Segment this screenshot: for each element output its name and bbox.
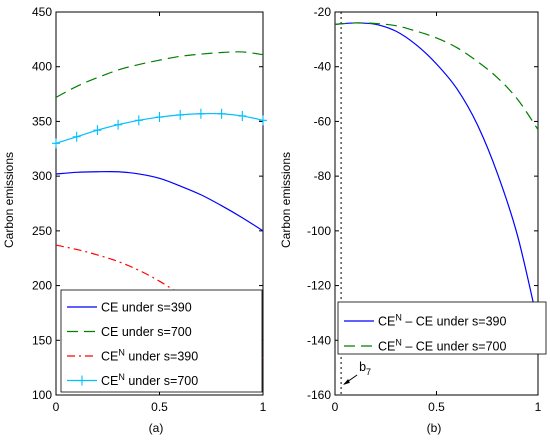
y-tick-label: -100 xyxy=(307,224,331,238)
legend-box xyxy=(337,301,547,355)
panel-a-legend: CE under s=390 CE under s=700 CEN under s=… xyxy=(60,289,263,393)
y-tick-label: -60 xyxy=(314,114,332,128)
panel-a-label: (a) xyxy=(149,421,164,435)
y-tick-label: -20 xyxy=(314,5,332,19)
panel-b: Carbon emissions 0 0.5 1 -160 -140 -120 -100 -8… xyxy=(279,5,547,435)
panel-a-plot-area: 0 0.5 1 100 150 200 250 300 350 400 450 CE under s=… xyxy=(32,5,267,414)
panel-a-ylabel: Carbon emissions xyxy=(2,152,16,248)
legend-entry-2: CEN – CE under s=700 xyxy=(378,338,507,354)
x-tick-label: 1 xyxy=(260,400,267,414)
series-line-2 xyxy=(55,51,264,98)
panel-b-legend: CEN – CE under s=390 CEN – CE under s=700 xyxy=(337,301,547,355)
series-point xyxy=(259,115,267,126)
b7-arrowhead xyxy=(343,379,350,385)
legend-entry-1: CE under s=390 xyxy=(101,301,192,315)
series-point xyxy=(72,131,81,142)
y-tick-label: 350 xyxy=(32,114,52,128)
y-tick-label: 400 xyxy=(32,60,52,74)
x-tick-label: 1 xyxy=(535,400,542,414)
y-tick-label: -40 xyxy=(314,60,332,74)
y-tick-label: 100 xyxy=(32,388,52,402)
b7-label: b7 xyxy=(359,360,371,377)
series-point xyxy=(155,112,164,123)
x-tick-label: 0.5 xyxy=(151,400,168,414)
panel-b-ylabel: Carbon emissions xyxy=(279,152,293,248)
x-tick-label: 0 xyxy=(53,400,60,414)
y-tick-label: 300 xyxy=(32,169,52,183)
y-tick-label: 250 xyxy=(32,224,52,238)
legend-entry-1: CEN – CE under s=390 xyxy=(378,313,507,329)
legend-entry-3: CEN under s=390 xyxy=(101,348,198,364)
legend-entry-4: CEN under s=700 xyxy=(101,372,198,388)
legend-entry-2: CE under s=700 xyxy=(101,325,192,339)
series-point xyxy=(176,109,185,120)
series-point xyxy=(93,125,102,136)
series-point xyxy=(238,110,247,121)
y-tick-label: 450 xyxy=(32,5,52,19)
x-tick-label: 0 xyxy=(332,400,339,414)
series-point xyxy=(134,115,143,126)
legend-marker xyxy=(78,375,86,386)
series-line-2 xyxy=(334,22,539,130)
panel-b-plot-area: 0 0.5 1 -160 -140 -120 -100 -80 -60 -40 -20 b7 CEN –… xyxy=(307,5,547,414)
y-tick-label: -80 xyxy=(314,169,332,183)
series-line-1 xyxy=(55,170,264,232)
series-point xyxy=(52,138,60,149)
series-point xyxy=(196,108,205,119)
y-tick-label: 200 xyxy=(32,279,52,293)
x-tick-label: 0.5 xyxy=(428,400,445,414)
y-tick-label: -140 xyxy=(307,333,331,347)
y-tick-label: 150 xyxy=(32,333,52,347)
panel-a: Carbon emissions 0 0.5 1 100 150 200 250 300 350… xyxy=(2,5,267,435)
panel-b-label: (b) xyxy=(427,421,442,435)
y-tick-label: -120 xyxy=(307,279,331,293)
series-point xyxy=(114,119,123,130)
y-tick-label: -160 xyxy=(307,388,331,402)
series-line-1 xyxy=(334,22,539,325)
series-point xyxy=(217,108,226,119)
